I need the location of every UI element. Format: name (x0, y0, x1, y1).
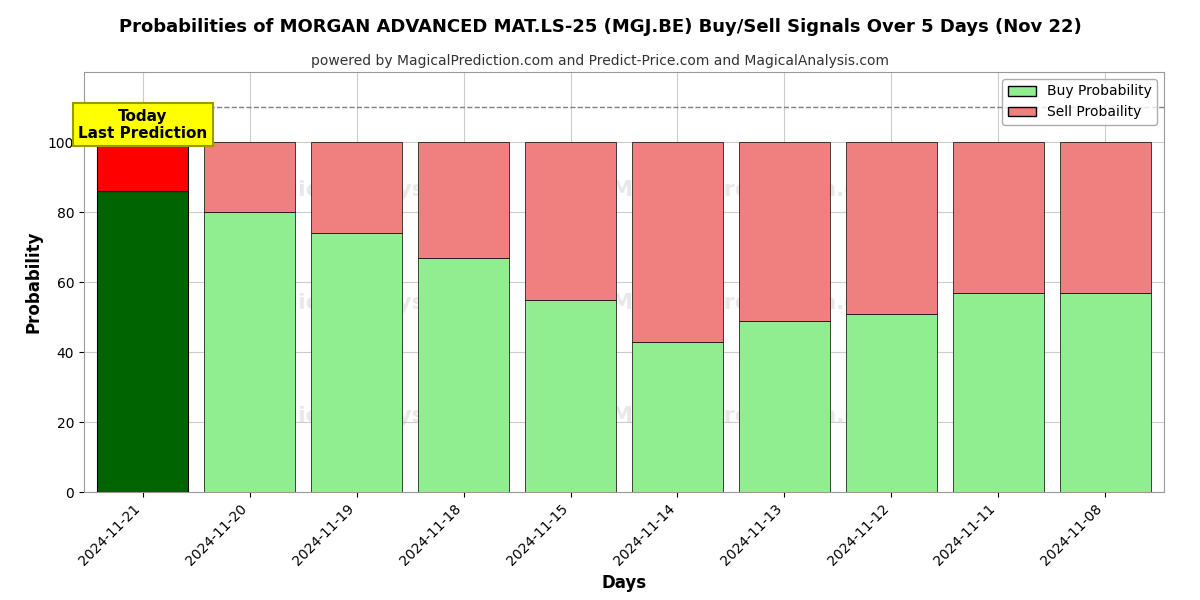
Bar (311, 142, 402, 233)
Bar (846, 313, 937, 492)
Bar (526, 299, 616, 492)
Bar (418, 142, 509, 257)
Text: MagicalPrediction.com: MagicalPrediction.com (611, 293, 896, 313)
Bar (1060, 292, 1151, 492)
Bar (204, 142, 295, 212)
Y-axis label: Probability: Probability (24, 231, 42, 333)
Bar (204, 212, 295, 492)
Bar (311, 233, 402, 492)
X-axis label: Days: Days (601, 574, 647, 592)
Text: MagicalAnalysis.com: MagicalAnalysis.com (245, 406, 506, 427)
Bar (97, 142, 188, 191)
Text: MagicalAnalysis.com: MagicalAnalysis.com (245, 179, 506, 200)
Bar (739, 320, 830, 492)
Bar (418, 257, 509, 492)
Bar (953, 292, 1044, 492)
Text: MagicalAnalysis.com: MagicalAnalysis.com (245, 293, 506, 313)
Bar (632, 341, 722, 492)
Bar (1060, 142, 1151, 292)
Bar (846, 142, 937, 313)
Text: MagicalPrediction.com: MagicalPrediction.com (611, 179, 896, 200)
Text: powered by MagicalPrediction.com and Predict-Price.com and MagicalAnalysis.com: powered by MagicalPrediction.com and Pre… (311, 54, 889, 68)
Bar (739, 142, 830, 320)
Bar (526, 142, 616, 299)
Text: Probabilities of MORGAN ADVANCED MAT.LS-25 (MGJ.BE) Buy/Sell Signals Over 5 Days: Probabilities of MORGAN ADVANCED MAT.LS-… (119, 18, 1081, 36)
Bar (953, 142, 1044, 292)
Legend: Buy Probability, Sell Probaility: Buy Probability, Sell Probaility (1002, 79, 1157, 125)
Text: Today
Last Prediction: Today Last Prediction (78, 109, 208, 141)
Text: MagicalPrediction.com: MagicalPrediction.com (611, 406, 896, 427)
Bar (97, 191, 188, 492)
Bar (632, 142, 722, 341)
